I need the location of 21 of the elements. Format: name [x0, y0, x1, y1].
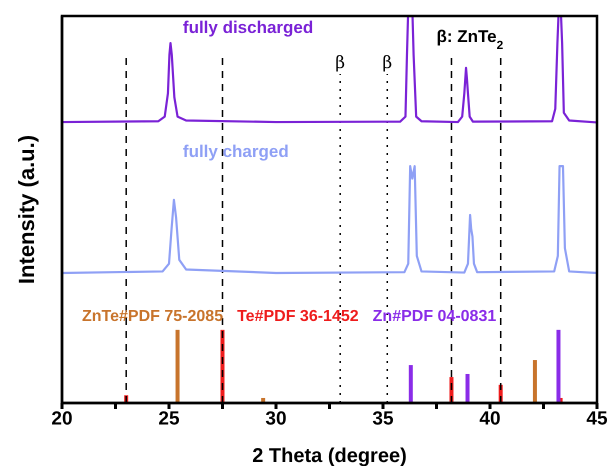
series-label: fully discharged [182, 18, 314, 38]
bar [408, 365, 413, 403]
annotation: β: ZnTe$_{2}$ [436, 27, 504, 52]
y-axis-title: Intensity (a.u.) [14, 134, 39, 284]
bar [466, 374, 470, 403]
series-label: ZnTe#PDF 75-2085 [82, 308, 224, 326]
x-tick-label: 45 [586, 408, 608, 430]
bar [176, 330, 180, 403]
x-tick-label: 35 [372, 408, 394, 430]
x-tick-label: 40 [479, 408, 501, 430]
ref-line-label: β [382, 53, 392, 74]
x-tick-label: 25 [158, 408, 180, 430]
ref-line-label: β [335, 53, 346, 74]
x-tick-label: 20 [51, 408, 73, 430]
bar [556, 330, 560, 403]
x-tick-label: 30 [265, 408, 287, 430]
bar [532, 360, 537, 403]
text: Zn#PDF 04-0831 [372, 308, 496, 326]
x-axis-title: 2 Theta (degree) [252, 445, 407, 467]
series-label: Te#PDF 36-1452 [237, 308, 359, 326]
text: fully charged [182, 142, 289, 161]
